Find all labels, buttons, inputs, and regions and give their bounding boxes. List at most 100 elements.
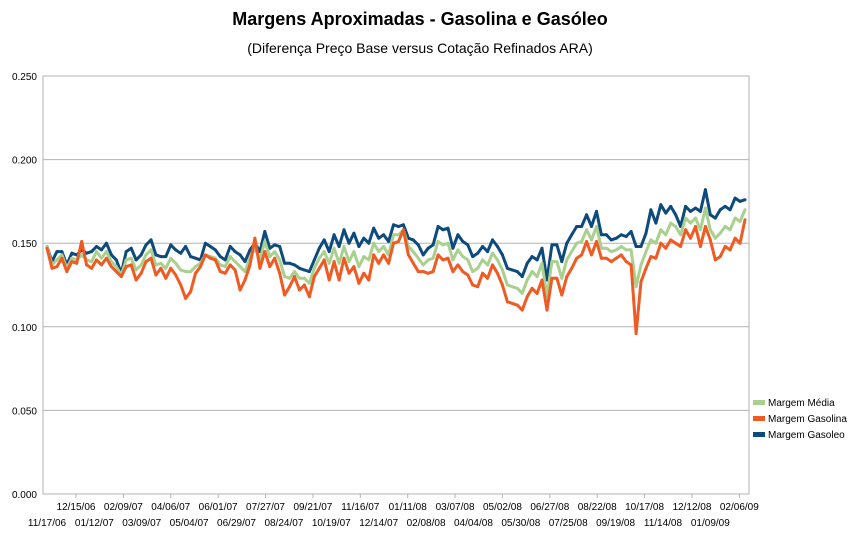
data-point <box>104 241 108 245</box>
data-point <box>471 270 475 274</box>
data-point <box>164 255 168 259</box>
data-point <box>510 285 514 289</box>
data-point <box>614 248 618 252</box>
data-point <box>100 248 103 252</box>
data-point <box>550 243 554 247</box>
data-point <box>347 271 351 275</box>
data-point <box>624 248 628 252</box>
y-tick-label: 0.000 <box>12 490 37 501</box>
data-point <box>342 228 346 232</box>
data-point <box>377 250 381 254</box>
data-point <box>525 295 529 299</box>
x-tick-label: 06/01/07 <box>199 502 238 513</box>
data-point <box>352 250 356 254</box>
data-point <box>337 278 341 282</box>
data-point <box>654 256 658 260</box>
data-point <box>55 250 59 254</box>
x-tick-label: 12/14/07 <box>359 518 398 529</box>
data-point <box>530 286 534 290</box>
data-point <box>154 263 158 267</box>
data-point <box>441 258 445 262</box>
data-point <box>203 253 207 257</box>
data-point <box>85 263 89 267</box>
legend-label: Margem Gasoleo <box>768 430 845 441</box>
data-point <box>208 245 212 248</box>
data-point <box>619 245 623 248</box>
data-point <box>505 283 509 287</box>
data-point <box>307 295 311 299</box>
data-point <box>585 213 589 217</box>
data-point <box>451 258 455 262</box>
series-line-margem-m-dia <box>45 206 747 299</box>
data-point <box>288 276 292 280</box>
data-point <box>713 236 717 240</box>
x-tick-label: 05/30/08 <box>501 518 540 529</box>
data-point <box>80 240 84 243</box>
data-point <box>599 256 603 260</box>
data-point <box>109 253 113 257</box>
data-point <box>322 258 326 262</box>
data-point <box>144 253 148 257</box>
x-tick-label: 03/09/07 <box>122 518 161 529</box>
data-point <box>189 270 193 274</box>
data-point <box>590 238 593 242</box>
data-point <box>362 236 366 240</box>
data-point <box>575 241 579 245</box>
data-point <box>496 258 499 262</box>
data-point <box>60 250 64 254</box>
data-point <box>179 283 183 287</box>
data-point <box>238 265 242 269</box>
data-point <box>213 258 217 262</box>
data-point <box>679 233 683 237</box>
data-point <box>263 230 267 233</box>
plot-area <box>42 75 750 495</box>
data-point <box>669 238 673 242</box>
data-point <box>302 276 306 280</box>
data-point <box>372 241 376 245</box>
data-point <box>362 271 366 275</box>
data-point <box>713 216 717 220</box>
data-point <box>164 266 168 270</box>
data-point <box>694 225 697 228</box>
data-point <box>496 245 499 248</box>
data-point <box>357 265 361 269</box>
data-point <box>575 225 579 228</box>
data-point <box>703 206 707 210</box>
data-point <box>580 240 584 243</box>
data-point <box>708 228 712 232</box>
data-point <box>223 258 227 262</box>
data-point <box>713 258 717 262</box>
data-point <box>223 271 227 275</box>
data-point <box>90 266 94 270</box>
data-point <box>144 260 148 264</box>
data-point <box>491 251 494 255</box>
data-point <box>466 273 470 277</box>
data-point <box>743 198 747 202</box>
x-tick-label: 08/22/08 <box>578 502 617 513</box>
data-point <box>565 241 569 245</box>
data-point <box>169 243 173 247</box>
data-point <box>85 251 89 255</box>
data-point <box>520 308 524 312</box>
data-point <box>476 285 480 289</box>
data-point <box>451 246 455 250</box>
data-point <box>139 263 143 267</box>
data-point <box>233 250 237 254</box>
y-tick-label: 0.150 <box>12 239 37 250</box>
data-point <box>634 332 638 335</box>
data-point <box>431 270 435 274</box>
data-point <box>718 231 722 235</box>
data-point <box>312 266 316 270</box>
data-point <box>614 236 618 240</box>
data-point <box>698 209 702 213</box>
x-tick-label: 05/02/08 <box>483 502 522 513</box>
data-point <box>357 245 361 248</box>
data-point <box>218 263 222 267</box>
data-point <box>664 233 668 237</box>
data-point <box>80 253 84 257</box>
data-point <box>629 248 633 252</box>
series-points-margem-gasolina <box>45 218 747 335</box>
x-tick-label: 01/11/08 <box>389 502 428 513</box>
data-point <box>243 260 247 264</box>
